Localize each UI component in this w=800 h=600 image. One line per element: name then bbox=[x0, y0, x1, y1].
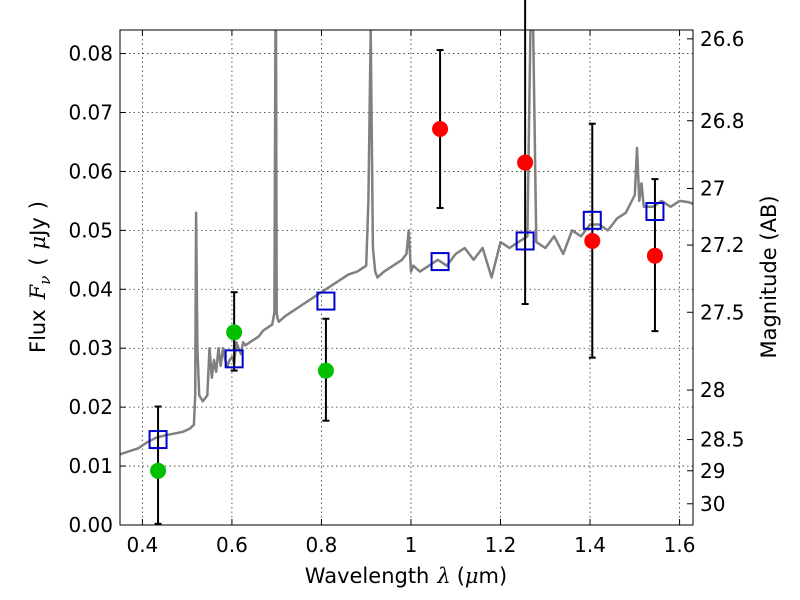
y2-tick-label: 30 bbox=[700, 492, 725, 516]
x-axis-label: Wavelength λ (μm) bbox=[305, 564, 507, 588]
y2-tick-label: 26.8 bbox=[700, 109, 745, 133]
x-tick-label: 0.4 bbox=[126, 533, 158, 557]
y2-tick-label: 26.6 bbox=[700, 27, 745, 51]
x-tick-label: 0.8 bbox=[306, 533, 338, 557]
y2-tick-label: 28.5 bbox=[700, 428, 745, 452]
model-point bbox=[224, 349, 244, 369]
y-axis-label: FluxFν(μJy) bbox=[26, 201, 54, 353]
y-tick-label: 0.00 bbox=[68, 513, 113, 537]
gridlines bbox=[120, 30, 693, 526]
data-point bbox=[432, 121, 449, 137]
model-point bbox=[148, 430, 168, 450]
y2-tick-label: 28 bbox=[700, 378, 725, 402]
y-tick-label: 0.04 bbox=[68, 277, 113, 301]
data-point bbox=[317, 362, 334, 379]
data-point bbox=[646, 247, 663, 264]
data-point bbox=[150, 462, 167, 479]
y-tick-label: 0.05 bbox=[68, 218, 113, 242]
y2-tick-label: 29 bbox=[700, 459, 725, 483]
plot-frame bbox=[119, 29, 694, 526]
x-tick-label: 0.6 bbox=[216, 533, 248, 557]
y-tick-label: 0.06 bbox=[68, 159, 113, 183]
model-point bbox=[582, 210, 602, 230]
y-tick-label: 0.08 bbox=[68, 42, 113, 66]
model-point bbox=[430, 252, 450, 272]
data-point bbox=[226, 324, 243, 341]
y-tick-label: 0.03 bbox=[68, 336, 113, 360]
data-layer bbox=[120, 30, 693, 456]
x-tick-label: 1.6 bbox=[664, 533, 696, 557]
spectrum-line bbox=[120, 30, 693, 456]
y-tick-label: 0.02 bbox=[68, 395, 113, 419]
model-point bbox=[515, 231, 535, 251]
x-tick-label: 1.4 bbox=[574, 533, 606, 557]
x-tick-label: 1.2 bbox=[485, 533, 517, 557]
ticks: 0.4 0.6 0.8 1 1.2 1.4 1.6 0.00 0.01 0.02 0.03 0.04 0… bbox=[68, 27, 744, 557]
y2-tick-label: 27.5 bbox=[700, 300, 745, 324]
x-tick-label: 1 bbox=[405, 533, 418, 557]
data-point bbox=[584, 232, 601, 249]
data-point bbox=[517, 154, 534, 171]
y2-tick-label: 27 bbox=[700, 177, 725, 201]
model-point bbox=[316, 291, 336, 311]
model-point bbox=[645, 202, 665, 221]
y-tick-label: 0.07 bbox=[68, 101, 113, 125]
y2-tick-label: 27.2 bbox=[700, 233, 745, 257]
y-tick-label: 0.01 bbox=[68, 454, 113, 478]
y2-axis-label: Magnitude (AB) bbox=[757, 195, 781, 358]
errorbar-layer bbox=[148, 0, 665, 525]
